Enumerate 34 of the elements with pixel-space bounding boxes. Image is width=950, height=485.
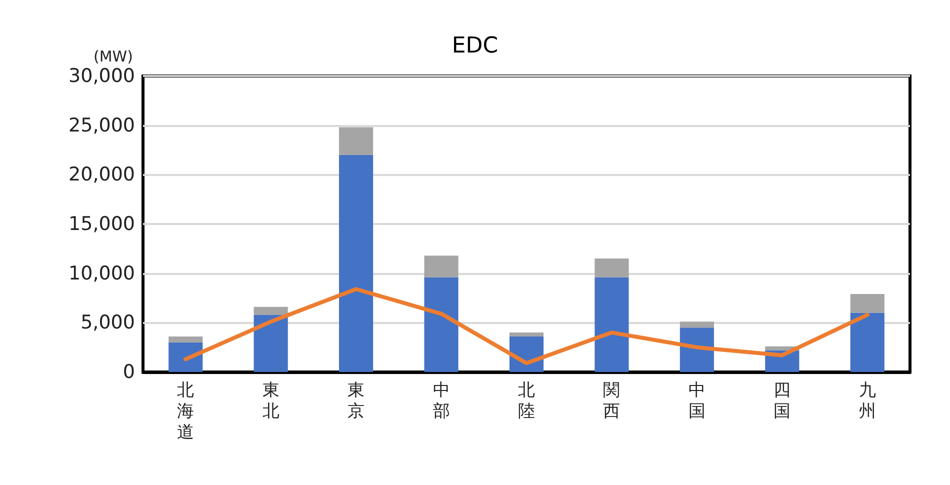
x-tick-label: 中国 [688, 380, 706, 422]
x-tick-label: 中部 [432, 380, 450, 422]
y-tick-label: 25,000 [68, 114, 135, 136]
bar [594, 277, 629, 372]
bar [254, 314, 288, 372]
chart-title: EDC [452, 34, 498, 58]
bar [424, 277, 458, 372]
y-tick-label: 30,000 [68, 65, 135, 87]
bar [254, 306, 288, 315]
x-tick-label: 東京 [348, 380, 365, 422]
bar [168, 336, 203, 342]
x-tick-label: 四国 [774, 380, 791, 422]
bar [339, 127, 374, 155]
y-tick-label: 15,000 [68, 213, 135, 235]
x-tick-label: 北陸 [518, 380, 535, 422]
bar [424, 256, 458, 278]
x-tick-label: 関西 [603, 380, 620, 422]
y-axis-title: (MW) [94, 48, 133, 66]
bar [850, 312, 884, 372]
x-tick-label: 北海道 [177, 380, 194, 442]
bar [680, 328, 714, 372]
bar [168, 342, 203, 372]
line-series [184, 287, 870, 366]
x-tick-label: 九州 [858, 380, 876, 422]
bar [680, 322, 714, 328]
y-tick-label: 10,000 [68, 262, 135, 284]
y-tick-label: 5,000 [80, 312, 135, 334]
bar [509, 332, 544, 336]
bar [339, 154, 374, 372]
y-tick-label: 20,000 [68, 164, 135, 186]
bar [850, 294, 884, 313]
bar [594, 258, 629, 278]
x-tick-label: 東北 [262, 380, 280, 422]
y-tick-label: 0 [122, 361, 135, 383]
